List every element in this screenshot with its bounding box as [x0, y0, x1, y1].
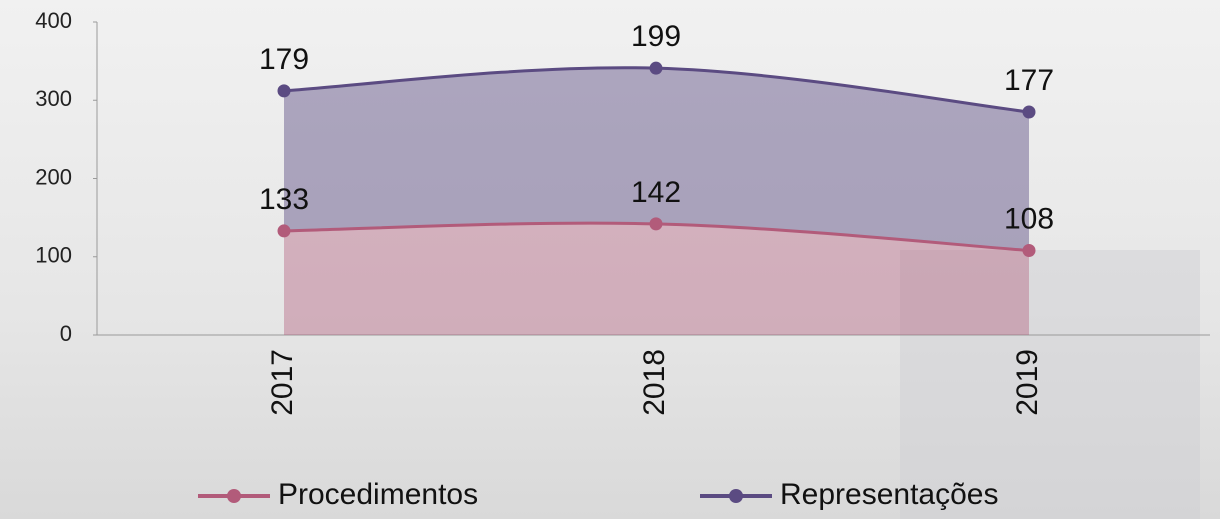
- y-tick-label: 0: [60, 321, 72, 346]
- value-label: 199: [631, 20, 681, 53]
- value-label: 177: [1004, 64, 1054, 97]
- y-tick-label: 400: [35, 8, 72, 33]
- area: [284, 223, 1029, 335]
- value-label: 133: [259, 183, 309, 216]
- point: [649, 61, 663, 75]
- y-tick-label: 200: [35, 164, 72, 189]
- legend-marker: [729, 489, 743, 503]
- value-label: 179: [259, 43, 309, 76]
- point: [1022, 105, 1036, 119]
- x-tick-label: 2018: [638, 349, 671, 416]
- x-tick-label: 2019: [1011, 349, 1044, 416]
- value-label: 142: [631, 176, 681, 209]
- plot-area: 0 100 200 300 400 133 142 108 179 199 177 2017 2018 2…: [35, 8, 1210, 511]
- point: [277, 224, 291, 238]
- x-tick-label: 2017: [266, 349, 299, 416]
- legend-marker: [227, 489, 241, 503]
- point: [649, 217, 663, 231]
- background-panel: [900, 250, 1200, 519]
- value-label: 108: [1004, 202, 1054, 235]
- legend-label: Procedimentos: [278, 478, 478, 511]
- legend-label: Representações: [780, 478, 998, 511]
- point: [1022, 243, 1036, 257]
- point: [277, 84, 291, 98]
- area: [284, 67, 1029, 251]
- y-tick-label: 300: [35, 86, 72, 111]
- y-tick-label: 100: [35, 243, 72, 268]
